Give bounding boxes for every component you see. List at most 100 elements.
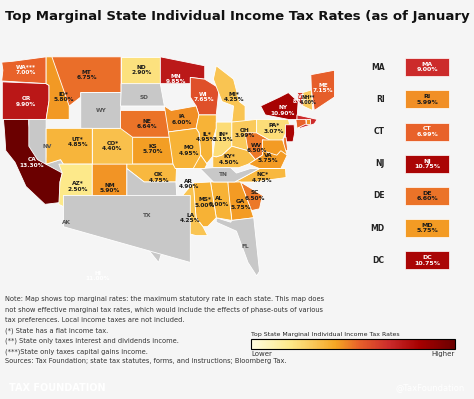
Polygon shape	[210, 182, 232, 220]
FancyBboxPatch shape	[405, 58, 449, 76]
Polygon shape	[306, 119, 310, 124]
Text: tax preferences. Local income taxes are not included.: tax preferences. Local income taxes are …	[5, 317, 184, 323]
Polygon shape	[297, 115, 317, 128]
Text: MI*
4.25%: MI* 4.25%	[223, 92, 244, 102]
Text: OH
3.99%: OH 3.99%	[235, 128, 255, 138]
Text: Top State Marginal Individual Income Tax Rates: Top State Marginal Individual Income Tax…	[251, 332, 400, 338]
Text: DE: DE	[373, 192, 384, 200]
Polygon shape	[235, 168, 286, 182]
Text: TN: TN	[219, 172, 228, 177]
Text: Higher: Higher	[432, 351, 455, 358]
Text: CA
13.30%: CA 13.30%	[19, 157, 44, 168]
Polygon shape	[2, 82, 49, 119]
Polygon shape	[196, 115, 216, 164]
Text: NY
10.90%: NY 10.90%	[270, 105, 295, 116]
Text: SD: SD	[140, 95, 149, 100]
Text: WV
6.50%: WV 6.50%	[246, 143, 267, 153]
Text: VT
8.75%: VT 8.75%	[293, 94, 310, 104]
Polygon shape	[127, 164, 176, 182]
Polygon shape	[3, 119, 62, 204]
Polygon shape	[64, 196, 191, 263]
Polygon shape	[81, 93, 121, 128]
Text: not show effective marginal tax rates, which would include the effects of phase-: not show effective marginal tax rates, w…	[5, 306, 323, 313]
Text: OK
4.75%: OK 4.75%	[148, 172, 169, 183]
Text: (***)State only taxes capital gains income.: (***)State only taxes capital gains inco…	[5, 348, 147, 355]
Text: VA
5.75%: VA 5.75%	[258, 153, 279, 163]
Text: MS*
5.00%: MS* 5.00%	[194, 198, 215, 208]
Text: AL
5.00%: AL 5.00%	[209, 196, 229, 207]
Text: LA
4.25%: LA 4.25%	[180, 213, 201, 223]
Text: CT
6.99%: CT 6.99%	[416, 126, 438, 137]
Polygon shape	[248, 140, 287, 168]
Text: AZ*
2.50%: AZ* 2.50%	[68, 181, 88, 192]
Text: DC: DC	[373, 256, 384, 265]
Polygon shape	[120, 111, 171, 137]
FancyBboxPatch shape	[405, 219, 449, 237]
Polygon shape	[59, 164, 92, 215]
Polygon shape	[179, 183, 208, 236]
Text: AK: AK	[62, 220, 71, 225]
Text: UT*
4.85%: UT* 4.85%	[67, 136, 88, 147]
Polygon shape	[193, 182, 216, 227]
Text: DC
10.75%: DC 10.75%	[414, 255, 440, 265]
Text: WI
7.65%: WI 7.65%	[193, 92, 214, 102]
Polygon shape	[298, 93, 309, 106]
Polygon shape	[175, 155, 207, 168]
Polygon shape	[168, 128, 207, 168]
Text: NV: NV	[43, 144, 52, 149]
Polygon shape	[232, 119, 256, 151]
FancyBboxPatch shape	[405, 251, 449, 269]
Polygon shape	[52, 57, 121, 106]
Text: MA
9.00%: MA 9.00%	[417, 62, 438, 72]
Text: Note: Map shows top marginal rates: the maximum statutory rate in each state. Th: Note: Map shows top marginal rates: the …	[5, 296, 324, 302]
Text: Lower: Lower	[251, 351, 272, 358]
Polygon shape	[92, 128, 133, 164]
Text: (**) State only taxes interest and dividends income.: (**) State only taxes interest and divid…	[5, 338, 179, 344]
Polygon shape	[200, 168, 280, 182]
Text: Top Marginal State Individual Income Tax Rates (as of January 3, 2023): Top Marginal State Individual Income Tax…	[5, 10, 474, 23]
Text: NM
5.90%: NM 5.90%	[100, 183, 120, 194]
Text: MA: MA	[371, 63, 384, 72]
Polygon shape	[2, 57, 46, 84]
Text: CT: CT	[374, 127, 384, 136]
Text: NH**
4.00%: NH** 4.00%	[300, 95, 317, 105]
Polygon shape	[164, 106, 199, 132]
Polygon shape	[121, 57, 160, 84]
FancyBboxPatch shape	[405, 122, 449, 140]
Polygon shape	[311, 70, 335, 111]
Polygon shape	[285, 125, 295, 142]
Text: NE
6.64%: NE 6.64%	[137, 119, 157, 129]
Text: OR
9.90%: OR 9.90%	[16, 96, 36, 107]
Text: IN*
3.15%: IN* 3.15%	[213, 132, 234, 142]
Text: WA***
7.00%: WA*** 7.00%	[16, 65, 36, 75]
Text: Sources: Tax Foundation; state tax statutes, forms, and instructions; Bloomberg : Sources: Tax Foundation; state tax statu…	[5, 358, 286, 365]
Text: GA
5.75%: GA 5.75%	[230, 199, 251, 209]
Polygon shape	[160, 57, 205, 84]
Polygon shape	[228, 182, 254, 220]
Text: CO*
4.40%: CO* 4.40%	[102, 141, 123, 152]
Polygon shape	[256, 119, 290, 142]
Text: ME
7.15%: ME 7.15%	[313, 83, 333, 93]
Text: MO
4.95%: MO 4.95%	[178, 146, 199, 156]
Text: PA*
3.07%: PA* 3.07%	[264, 123, 284, 134]
Text: KS
5.70%: KS 5.70%	[143, 144, 163, 154]
Text: TX: TX	[143, 213, 151, 219]
Text: DE
6.60%: DE 6.60%	[416, 191, 438, 201]
Text: WY: WY	[96, 108, 106, 113]
Text: MD: MD	[371, 223, 384, 233]
Polygon shape	[216, 218, 260, 276]
Polygon shape	[213, 146, 255, 168]
Polygon shape	[213, 66, 245, 122]
Text: FL: FL	[241, 244, 249, 249]
Text: TAX FOUNDATION: TAX FOUNDATION	[9, 383, 106, 393]
Text: IA
6.00%: IA 6.00%	[172, 114, 192, 124]
Polygon shape	[46, 57, 81, 119]
Polygon shape	[46, 128, 92, 164]
Polygon shape	[92, 164, 127, 215]
Text: AR
4.90%: AR 4.90%	[178, 179, 199, 189]
Text: ND
2.90%: ND 2.90%	[131, 65, 152, 75]
Text: RI: RI	[376, 95, 384, 104]
Text: KY*
4.50%: KY* 4.50%	[219, 154, 239, 165]
Text: HI
11.00%: HI 11.00%	[86, 271, 110, 281]
Text: NC*
4.75%: NC* 4.75%	[252, 172, 273, 183]
